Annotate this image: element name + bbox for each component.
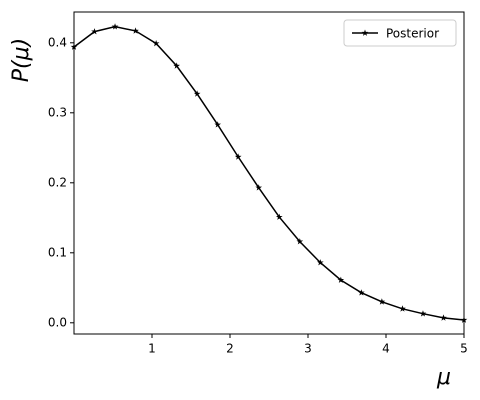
y-tick-label: 0.4 bbox=[48, 35, 67, 49]
y-tick-label: 0.1 bbox=[48, 245, 67, 259]
data-point bbox=[91, 28, 98, 35]
data-point bbox=[70, 43, 78, 50]
x-tick-label: 4 bbox=[382, 342, 390, 356]
data-point bbox=[440, 314, 447, 321]
data-point bbox=[296, 238, 304, 245]
x-tick-label: 1 bbox=[148, 342, 156, 356]
data-point bbox=[193, 90, 201, 97]
data-point bbox=[460, 316, 468, 323]
legend-box bbox=[343, 19, 457, 47]
legend-marker bbox=[361, 29, 369, 36]
x-axis-label: μ bbox=[436, 365, 451, 390]
data-point bbox=[132, 27, 139, 34]
data-point bbox=[255, 184, 263, 191]
data-point bbox=[358, 289, 365, 296]
data-point bbox=[275, 213, 283, 220]
x-tick-label: 3 bbox=[304, 342, 312, 356]
data-point bbox=[378, 298, 386, 305]
data-point bbox=[317, 259, 324, 266]
data-point bbox=[399, 305, 406, 312]
x-tick-label: 2 bbox=[226, 342, 234, 356]
legend-label: Posterior bbox=[386, 27, 439, 41]
y-tick-label: 0.0 bbox=[48, 315, 67, 329]
data-point bbox=[173, 62, 180, 69]
y-tick-label: 0.3 bbox=[48, 105, 67, 119]
data-point bbox=[234, 153, 242, 160]
data-point bbox=[337, 276, 345, 283]
y-axis-label: P(μ) bbox=[9, 38, 34, 82]
data-point bbox=[419, 310, 427, 317]
series-line bbox=[73, 25, 465, 321]
x-tick-label: 5 bbox=[460, 342, 468, 356]
data-point bbox=[111, 23, 119, 30]
data-point bbox=[152, 40, 160, 47]
plot-frame bbox=[73, 11, 465, 335]
data-point bbox=[214, 121, 221, 128]
y-tick-label: 0.2 bbox=[48, 175, 67, 189]
